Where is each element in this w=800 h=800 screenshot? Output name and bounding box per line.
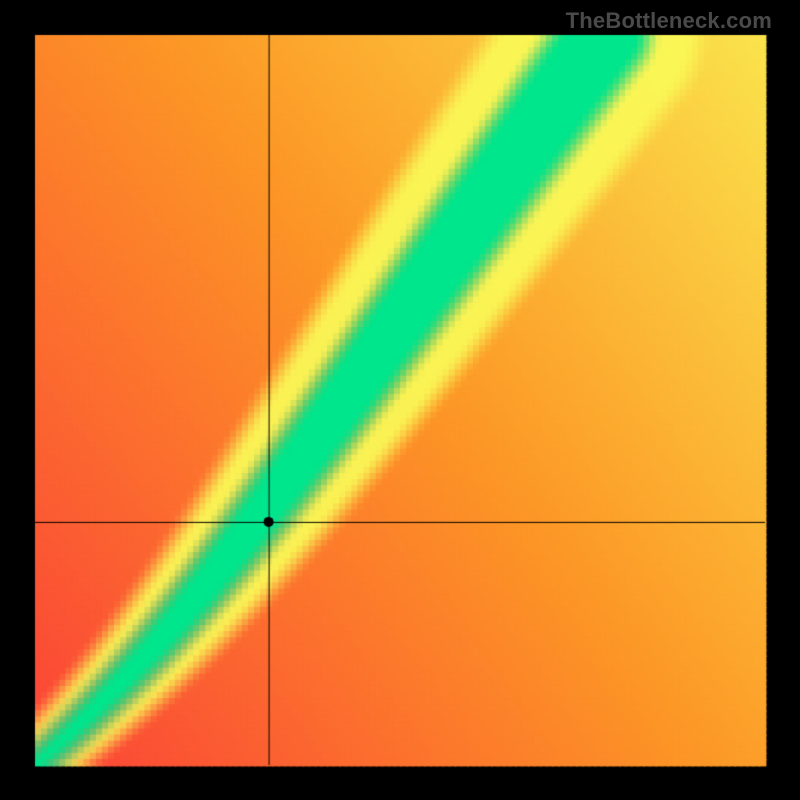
- bottleneck-heatmap: [0, 0, 800, 800]
- watermark-text: TheBottleneck.com: [566, 8, 772, 34]
